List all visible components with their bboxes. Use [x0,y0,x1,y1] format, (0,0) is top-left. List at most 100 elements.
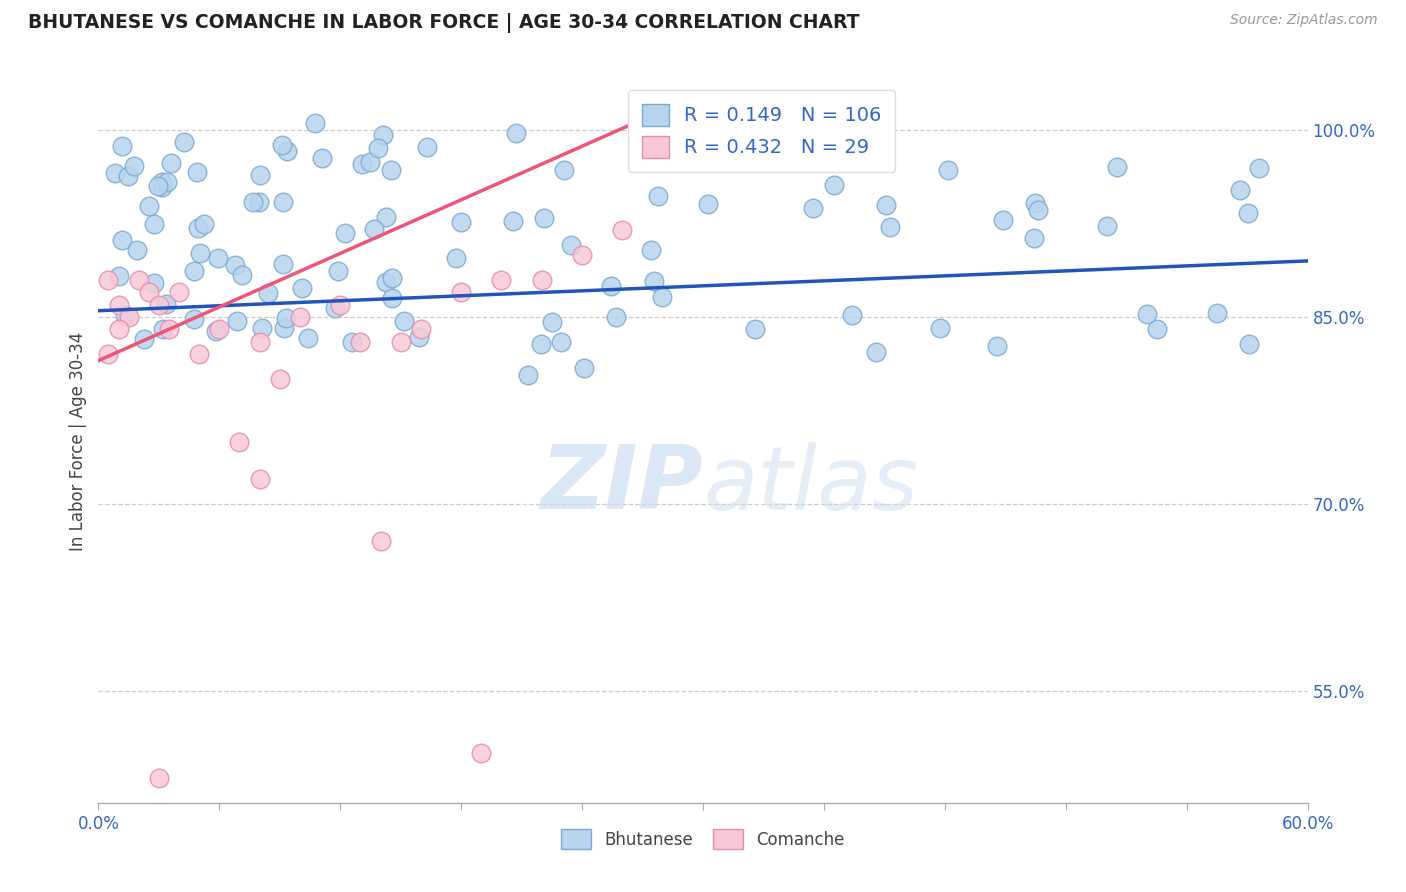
Point [841,308,863,322]
Point [207,251,229,265]
Point [138,285,160,299]
Point [1107,161,1129,175]
Point [103,166,125,180]
Point [97,347,120,361]
Point [107,297,129,311]
Legend: Bhutanese, Comanche: Bhutanese, Comanche [551,819,855,860]
Point [541,315,564,329]
Point [993,213,1015,227]
Point [208,322,231,336]
Point [288,310,311,324]
Text: Source: ZipAtlas.com: Source: ZipAtlas.com [1230,13,1378,28]
Point [986,339,1008,353]
Point [550,335,572,350]
Point [124,159,146,173]
Point [1136,307,1159,321]
Point [228,434,250,449]
Point [111,139,134,153]
Point [273,257,295,271]
Point [1024,231,1046,245]
Point [226,314,249,328]
Point [450,285,472,299]
Point [326,264,349,278]
Point [651,290,673,304]
Point [875,198,897,212]
Point [167,285,190,299]
Point [380,163,402,178]
Point [159,156,181,170]
Point [696,197,718,211]
Point [247,194,270,209]
Point [329,297,352,311]
Point [359,155,381,169]
Point [381,292,404,306]
Text: ZIP: ZIP [540,442,703,528]
Point [374,211,396,225]
Point [291,281,314,295]
Point [183,312,205,326]
Text: atlas: atlas [703,442,918,528]
Point [270,138,292,153]
Point [929,321,952,335]
Point [744,322,766,336]
Point [193,218,215,232]
Point [156,175,179,189]
Point [444,251,467,265]
Point [409,322,432,336]
Point [186,221,208,235]
Point [204,324,226,338]
Point [183,264,205,278]
Point [148,297,170,311]
Point [128,272,150,286]
Point [150,175,173,189]
Point [97,272,120,286]
Point [304,116,326,130]
Point [350,156,373,170]
Point [188,347,211,361]
Point [936,162,959,177]
Point [600,279,623,293]
Point [155,297,177,311]
Point [371,128,394,142]
Point [249,334,271,349]
Point [311,151,333,165]
Point [117,169,139,183]
Point [269,372,291,386]
Point [134,332,156,346]
Point [152,321,174,335]
Point [323,301,346,315]
Point [530,272,553,286]
Point [274,310,297,325]
Point [1239,337,1261,351]
Point [188,246,211,260]
Point [349,334,371,349]
Point [408,329,430,343]
Point [273,320,295,334]
Point [1097,219,1119,233]
Point [150,180,173,194]
Point [823,178,845,193]
Point [516,368,538,382]
Point [143,217,166,231]
Point [640,243,662,257]
Point [148,179,170,194]
Point [491,272,513,286]
Point [553,163,575,178]
Point [257,286,280,301]
Point [111,234,134,248]
Point [1026,202,1049,217]
Point [186,165,208,179]
Point [392,314,415,328]
Point [1024,195,1046,210]
Point [250,321,273,335]
Point [571,248,593,262]
Y-axis label: In Labor Force | Age 30-34: In Labor Force | Age 30-34 [69,332,87,551]
Point [276,144,298,158]
Point [415,139,437,153]
Point [450,215,472,229]
Point [375,275,398,289]
Point [148,771,170,785]
Point [1247,161,1270,175]
Point [231,268,253,282]
Point [572,360,595,375]
